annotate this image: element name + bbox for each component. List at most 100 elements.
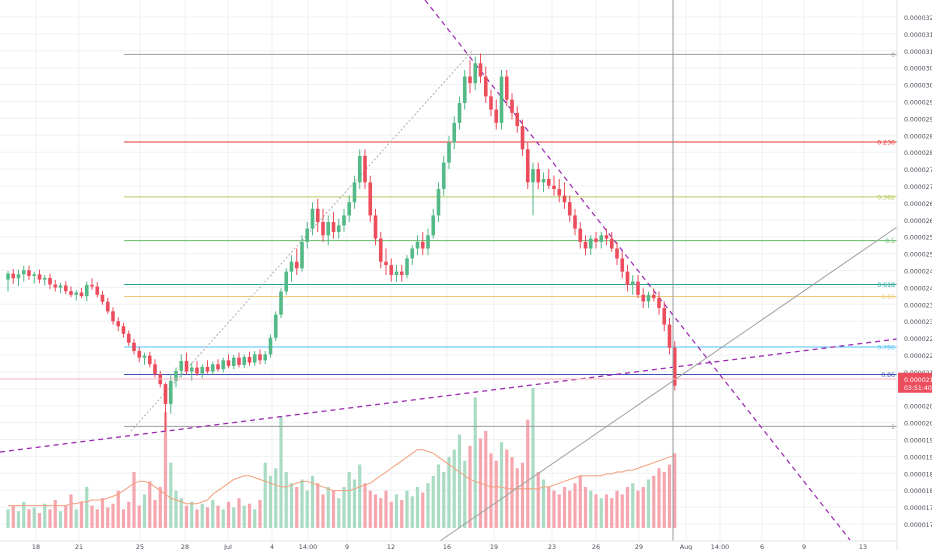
candle-body — [420, 241, 425, 249]
candle-body — [6, 273, 10, 280]
candle-body — [510, 99, 514, 113]
volume-bar — [200, 503, 204, 528]
volume-bar — [48, 509, 52, 528]
candle-body — [641, 294, 646, 302]
candle-body — [284, 271, 289, 292]
candle-body — [447, 142, 451, 163]
volume-bars — [6, 388, 677, 528]
volume-bar — [11, 505, 15, 528]
candle-body — [336, 225, 341, 232]
candle-body — [310, 208, 315, 229]
candle-body — [657, 298, 661, 309]
volume-bar — [473, 397, 477, 528]
candle-body — [562, 195, 567, 203]
candle-body — [126, 333, 131, 343]
ascending-trendline — [439, 226, 898, 542]
volume-bar — [158, 486, 162, 528]
volume-bar — [242, 505, 246, 528]
volume-bar — [583, 486, 588, 528]
volume-bar — [452, 449, 456, 528]
candle-body — [646, 294, 651, 302]
candle-body — [221, 360, 226, 370]
volume-bar — [90, 505, 94, 528]
volume-bar — [415, 486, 420, 528]
candle-body — [237, 357, 241, 365]
price-tick-label: 0.00003200 — [904, 15, 932, 22]
candle-body — [53, 284, 58, 288]
fibonacci-retracement[interactable]: 0 0.236 0.382 0.5 0.618 0.65 0.786 0.86 1 — [124, 52, 897, 431]
candle-body — [63, 285, 68, 292]
candlesticks[interactable] — [6, 53, 677, 431]
price-tick-label: 0.00002800 — [904, 150, 932, 157]
current-price-tag: 0.0000210503:51:40 — [898, 372, 932, 393]
time-tick-label: 9 — [802, 543, 806, 550]
candle-body — [132, 342, 136, 352]
volume-bar — [95, 509, 99, 528]
price-tick-label: 0.00002650 — [904, 201, 932, 208]
volume-bar — [137, 505, 141, 528]
volume-bar — [410, 496, 414, 528]
volume-bar — [216, 505, 220, 528]
fib-level-label: 0.786 — [877, 345, 895, 352]
volume-bar — [541, 479, 546, 528]
fib-level-label: 0.382 — [877, 194, 895, 201]
candle-body — [21, 270, 26, 275]
candle-body — [174, 370, 178, 381]
candle-body — [321, 222, 325, 236]
price-tick-label: 0.00003050 — [904, 66, 932, 73]
price-tick-label: 0.00002550 — [904, 235, 932, 242]
volume-bar — [499, 442, 504, 528]
price-tick-label: 0.00002250 — [904, 336, 932, 343]
price-tick-label: 0.00002200 — [904, 353, 932, 360]
price-tick-label: 0.00002950 — [904, 100, 932, 107]
volume-bar — [305, 490, 309, 528]
candle-body — [95, 286, 100, 295]
volume-bar — [552, 490, 556, 528]
candle-body — [662, 308, 667, 325]
volume-bar — [247, 503, 252, 528]
candle-body — [389, 265, 394, 275]
price-tick-label: 0.00002600 — [904, 218, 932, 225]
volume-bar — [184, 505, 189, 528]
candle-body — [268, 337, 273, 355]
volume-bar — [557, 494, 561, 528]
candle-body — [279, 291, 283, 315]
candle-body — [431, 215, 436, 236]
candle-body — [315, 208, 320, 223]
volume-bar — [463, 460, 467, 528]
price-tag-bg — [898, 372, 932, 393]
candle-body — [489, 96, 493, 110]
candle-body — [263, 354, 268, 361]
price-tick-label: 0.00001700 — [904, 522, 932, 529]
candle-body — [84, 284, 89, 297]
candle-body — [620, 258, 625, 272]
volume-bar — [667, 464, 672, 528]
volume-bar — [342, 486, 346, 528]
volume-bar — [237, 498, 241, 528]
candle-body — [252, 354, 257, 363]
price-axis-panel[interactable] — [897, 0, 932, 550]
volume-bar — [657, 468, 661, 528]
volume-bar — [148, 481, 152, 528]
volume-bar — [520, 462, 525, 528]
candle-body — [100, 294, 105, 302]
candle-body — [347, 202, 352, 216]
volume-bar — [489, 453, 493, 528]
volume-bar — [594, 494, 598, 528]
candle-body — [168, 380, 173, 404]
volume-bar — [127, 501, 131, 528]
volume-bar — [169, 462, 173, 528]
price-tick-label: 0.00002900 — [904, 116, 932, 123]
candle-body — [137, 351, 142, 358]
candle-body — [399, 271, 404, 275]
fib-level-label: 0.5 — [885, 238, 895, 245]
volume-bar — [515, 468, 519, 528]
volume-bar — [337, 498, 341, 528]
volume-bar — [58, 511, 63, 528]
volume-bar — [421, 492, 425, 528]
price-tick-label: 0.00002850 — [904, 133, 932, 140]
candle-body — [27, 270, 31, 276]
candle-body — [436, 188, 441, 216]
